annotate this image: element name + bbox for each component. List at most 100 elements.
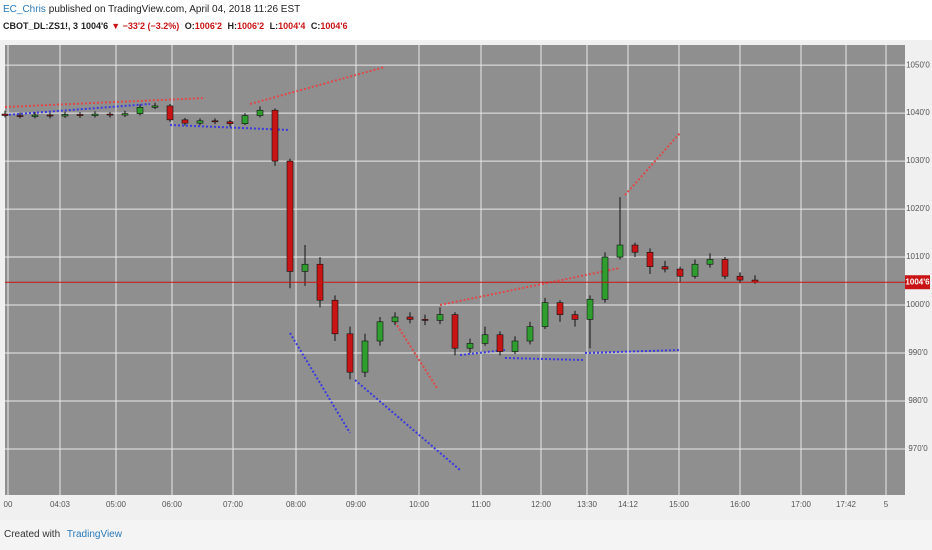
candle-body bbox=[511, 340, 519, 352]
x-tick-label: 05:00 bbox=[106, 500, 127, 509]
candle-body bbox=[346, 333, 354, 373]
y-tick-label: 970'0 bbox=[908, 444, 928, 453]
symbol: CBOT_DL:ZS1!, 3 bbox=[3, 21, 79, 31]
close: 1004'6 bbox=[320, 21, 348, 31]
change: ▼ −33'2 (−3.2%) bbox=[111, 21, 180, 31]
candle-body bbox=[526, 326, 534, 342]
x-tick-label: 17:42 bbox=[836, 500, 857, 509]
candle-body bbox=[676, 268, 684, 277]
trend-line bbox=[249, 66, 386, 105]
low-label: L: bbox=[269, 21, 279, 31]
x-tick-label: 00 bbox=[4, 500, 13, 509]
candle-body bbox=[571, 314, 579, 320]
candle-body bbox=[601, 256, 609, 300]
trend-line bbox=[169, 124, 291, 131]
y-tick-label: 980'0 bbox=[908, 396, 928, 405]
symbol-line: CBOT_DL:ZS1!, 3 1004'6 ▼ −33'2 (−3.2%) O:1… bbox=[3, 18, 351, 34]
x-tick-label: 12:00 bbox=[531, 500, 552, 509]
y-tick-label: 1040'0 bbox=[906, 108, 930, 117]
x-tick-label: 14:12 bbox=[618, 500, 639, 509]
candle-body bbox=[106, 113, 114, 116]
candle-body bbox=[721, 259, 729, 277]
x-tick-label: 04:03 bbox=[50, 500, 71, 509]
candle-body bbox=[76, 114, 84, 116]
trend-line bbox=[354, 379, 461, 471]
brand[interactable]: TradingView bbox=[66, 529, 122, 540]
candle-body bbox=[541, 302, 549, 327]
close-label: C: bbox=[310, 21, 321, 31]
candle-body bbox=[181, 119, 189, 124]
candle-body bbox=[256, 109, 264, 116]
y-tick-label: 990'0 bbox=[908, 348, 928, 357]
x-tick-label: 06:00 bbox=[162, 500, 183, 509]
low: 1004'4 bbox=[278, 21, 306, 31]
y-tick-label: 1020'0 bbox=[906, 204, 930, 213]
x-tick-label: 16:00 bbox=[730, 500, 751, 509]
x-tick-label: 17:00 bbox=[791, 500, 812, 509]
candle-body bbox=[421, 319, 429, 321]
x-tick-label: 09:00 bbox=[346, 500, 367, 509]
candle-body bbox=[211, 120, 219, 123]
created: Created with bbox=[4, 529, 61, 540]
candle-body bbox=[31, 114, 39, 117]
candle-body bbox=[301, 263, 309, 272]
candle-body bbox=[706, 259, 714, 265]
candle-body bbox=[46, 114, 54, 117]
candle-body bbox=[196, 120, 204, 124]
candle-body bbox=[286, 160, 294, 272]
footer: Created with TradingView bbox=[0, 520, 932, 550]
last-price-badge bbox=[905, 275, 930, 290]
candle-body bbox=[646, 251, 654, 267]
candle-body bbox=[586, 298, 594, 320]
candle-body bbox=[451, 314, 459, 349]
candle-body bbox=[481, 334, 489, 344]
open-label: O: bbox=[184, 21, 195, 31]
trend-line bbox=[504, 357, 586, 361]
last-price-label: 1004'6 bbox=[905, 277, 930, 286]
trend-line bbox=[289, 332, 351, 434]
candle-body bbox=[556, 302, 564, 315]
candle-body bbox=[376, 321, 384, 342]
trend-line bbox=[4, 103, 151, 116]
author[interactable]: EC_Chris bbox=[3, 4, 46, 15]
candle-body bbox=[391, 316, 399, 323]
candle-body bbox=[466, 343, 474, 349]
candle-body bbox=[661, 266, 669, 270]
byline: EC_Chris published on TradingView.com, Ap… bbox=[3, 2, 351, 18]
trend-line bbox=[394, 321, 438, 389]
candle-body bbox=[496, 334, 504, 352]
open: 1006'2 bbox=[194, 21, 222, 31]
candle-body bbox=[151, 105, 159, 108]
x-tick-label: 11:00 bbox=[471, 500, 491, 509]
y-tick-label: 1000'0 bbox=[906, 300, 930, 309]
high: 1006'2 bbox=[236, 21, 265, 31]
candle-body bbox=[271, 109, 279, 162]
candle-body bbox=[361, 340, 369, 373]
candle-body bbox=[436, 314, 444, 321]
candle-body bbox=[616, 244, 624, 258]
candle-body bbox=[331, 299, 339, 335]
candle-body bbox=[241, 115, 249, 124]
price: 1004'6 bbox=[81, 21, 109, 31]
high-label: H: bbox=[227, 21, 237, 31]
candle-body bbox=[631, 244, 639, 253]
candle-body bbox=[91, 113, 99, 116]
y-tick-label: 1050'0 bbox=[906, 60, 930, 69]
candle-body bbox=[166, 105, 174, 121]
plot-area bbox=[5, 45, 905, 495]
candle-body bbox=[121, 113, 129, 116]
x-tick-label: 15:00 bbox=[669, 500, 690, 509]
candle-body bbox=[406, 316, 414, 320]
candle-body bbox=[736, 275, 744, 281]
chart: 1050'0 1040'0 1030'0 1020'0 1010'0 1000'0 990'… bbox=[0, 40, 932, 520]
trend-line bbox=[439, 267, 621, 306]
candle-body bbox=[691, 263, 699, 277]
published: published on TradingView.com, April 04, … bbox=[48, 4, 301, 15]
candle-body bbox=[226, 121, 234, 124]
y-tick-label: 1030'0 bbox=[906, 156, 930, 165]
drawings bbox=[4, 66, 681, 471]
candle-body bbox=[16, 115, 24, 117]
candle-body bbox=[1, 113, 9, 116]
x-tick-label: 08:00 bbox=[286, 500, 307, 509]
